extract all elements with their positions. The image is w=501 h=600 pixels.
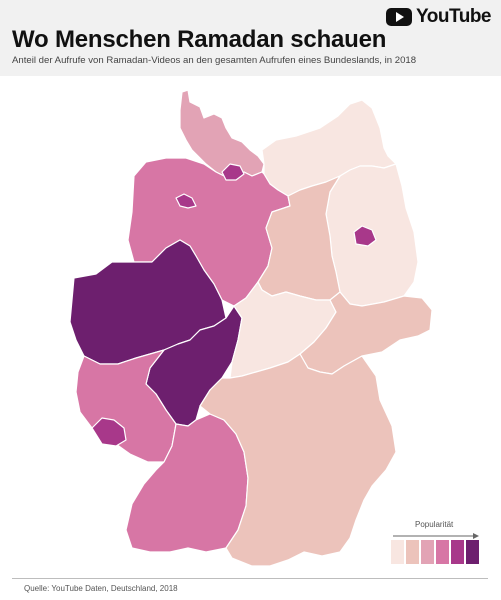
header-band	[0, 0, 501, 76]
germany-map	[69, 89, 433, 567]
page-title: Wo Menschen Ramadan schauen	[12, 26, 387, 53]
legend-swatch-2	[406, 540, 419, 564]
state-berlin[interactable]	[353, 225, 377, 247]
footer-divider	[12, 578, 488, 579]
legend-scale	[391, 540, 479, 564]
legend-swatch-1	[391, 540, 404, 564]
state-saarland[interactable]	[91, 417, 127, 447]
legend-arrow-icon	[393, 533, 479, 539]
state-schleswig-holstein[interactable]	[179, 89, 265, 179]
legend-label: Popularität	[415, 520, 454, 529]
page-subtitle: Anteil der Aufrufe von Ramadan-Videos an…	[12, 55, 417, 66]
legend-swatch-4	[436, 540, 449, 564]
youtube-play-icon	[386, 8, 413, 26]
youtube-logo: YouTube	[386, 6, 491, 28]
state-hamburg[interactable]	[221, 163, 245, 181]
legend-swatch-6	[466, 540, 479, 564]
state-bayern[interactable]	[199, 353, 397, 567]
youtube-wordmark: YouTube	[416, 6, 491, 27]
state-sachsen[interactable]	[299, 291, 433, 375]
legend-swatch-3	[421, 540, 434, 564]
legend: Popularität	[389, 520, 485, 570]
state-bremen[interactable]	[175, 193, 197, 209]
source-note: Quelle: YouTube Daten, Deutschland, 2018	[24, 584, 178, 593]
legend-swatch-5	[451, 540, 464, 564]
